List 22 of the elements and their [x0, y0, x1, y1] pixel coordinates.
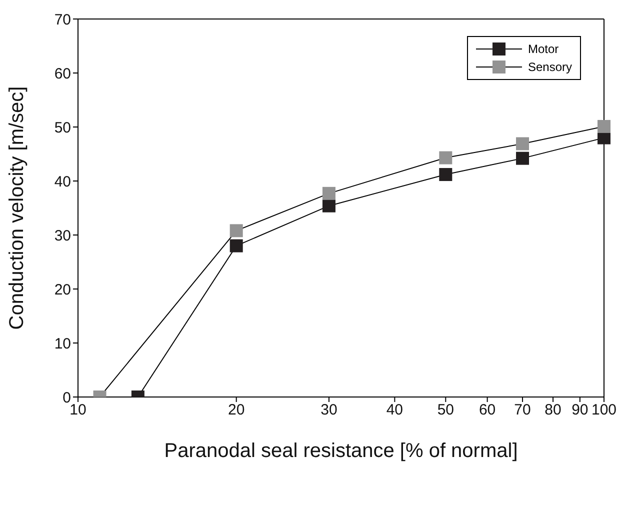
x-tick-label: 100 — [591, 402, 617, 419]
x-tick-label: 90 — [572, 402, 588, 419]
y-tick-label: 50 — [54, 119, 71, 136]
x-tick-label: 20 — [228, 402, 245, 419]
y-tick-label: 0 — [62, 389, 71, 406]
legend-label: Motor — [528, 42, 559, 56]
x-tick-label: 40 — [386, 402, 404, 419]
y-tick-label: 10 — [54, 335, 71, 352]
x-tick-label: 10 — [70, 402, 86, 419]
x-tick-label: 70 — [514, 402, 531, 419]
y-tick-label: 30 — [54, 227, 71, 244]
x-axis-title: Paranodal seal resistance [% of normal] — [164, 440, 518, 462]
x-tick-label: 80 — [544, 402, 562, 419]
y-axis-title: Conduction velocity [m/sec] — [6, 86, 28, 330]
x-tick-label: 30 — [320, 402, 338, 419]
y-tick-label: 20 — [54, 281, 71, 298]
legend-label: Sensory — [528, 60, 572, 74]
y-tick-label: 60 — [54, 65, 71, 82]
x-tick-label: 50 — [437, 402, 454, 419]
y-tick-label: 70 — [54, 11, 71, 28]
x-tick-label: 60 — [478, 402, 496, 419]
y-tick-label: 40 — [54, 173, 71, 190]
